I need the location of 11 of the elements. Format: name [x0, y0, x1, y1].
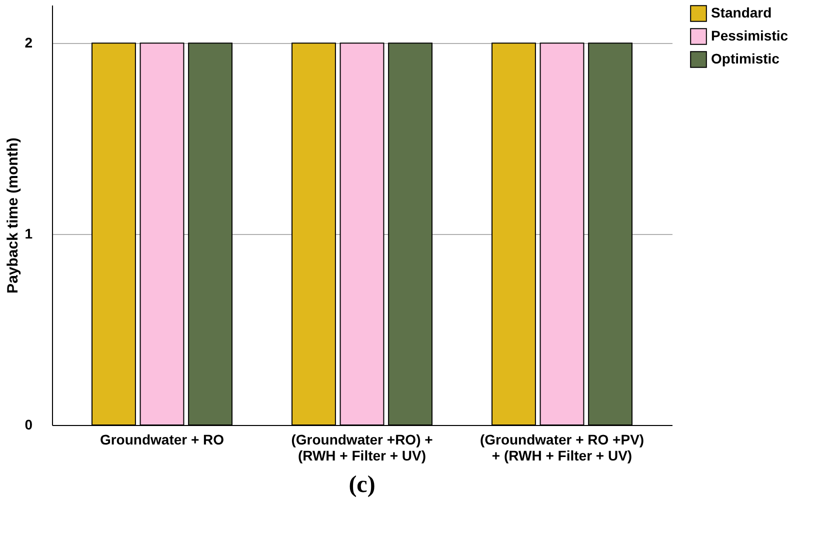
y-axis-title: Payback time (month) [4, 138, 22, 294]
legend-label: Standard [711, 4, 772, 20]
x-tick-label: (Groundwater + RO +PV) + (RWH + Filter + UV) [480, 432, 644, 464]
y-tick-label: 2 [24, 34, 33, 51]
legend-label: Pessimistic [711, 28, 788, 44]
x-tick-label: Groundwater + RO [100, 432, 224, 448]
legend-label: Optimistic [711, 50, 780, 66]
text: (c) [348, 472, 376, 498]
y-tick-label: 1 [24, 226, 33, 242]
y-tick-label: 0 [24, 416, 33, 432]
x-tick-label: (Groundwater +RO) + (RWH + Filter + UV) [291, 432, 433, 464]
